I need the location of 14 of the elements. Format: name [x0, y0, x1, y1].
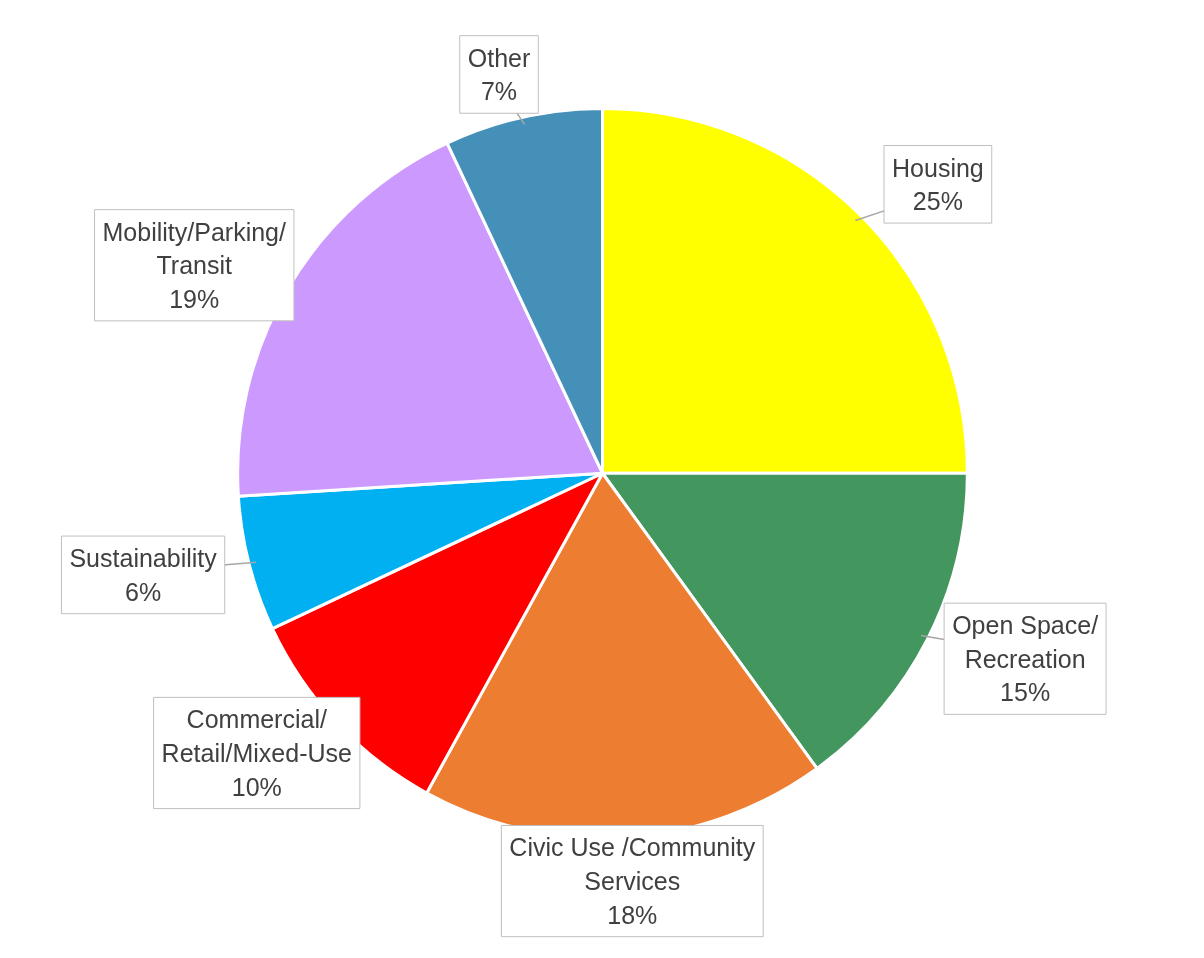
data-label: 15% [1000, 678, 1051, 707]
data-label: 19% [169, 284, 220, 313]
slice-label: Open Space/ Recreation [952, 611, 1099, 673]
data-label: 6% [125, 577, 162, 606]
data-label: 7% [480, 77, 518, 106]
data-label: 25% [912, 187, 963, 216]
data-label: 10% [231, 772, 282, 801]
slice-label: Sustainability [69, 544, 218, 573]
slice-label: Housing [892, 153, 984, 182]
slice-label: Other [467, 43, 531, 72]
slice-label: Commercial/ Retail/Mixed-Use [161, 705, 352, 767]
slice-label: Civic Use /Community Services [509, 833, 756, 896]
data-label: 18% [607, 900, 658, 929]
slice-label: Mobility/Parking/ Transit [102, 217, 286, 280]
